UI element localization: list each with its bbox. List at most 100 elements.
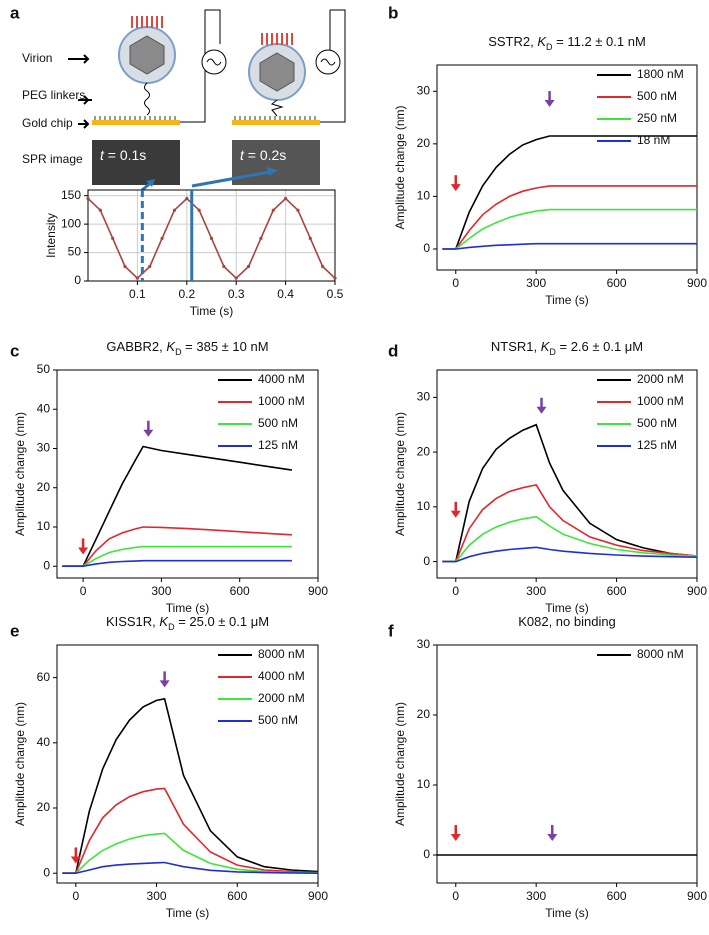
y-tick-label: 50 (68, 245, 82, 259)
series-line (62, 559, 292, 567)
series-line (442, 208, 697, 250)
legend-label: 125 nM (637, 438, 677, 452)
y-tick-label: 60 (37, 670, 51, 684)
title-part: = 385 ± 10 nM (182, 339, 269, 354)
x-tick-label: 900 (308, 584, 328, 598)
series-line (442, 515, 698, 563)
legend-label: 500 nM (637, 89, 677, 103)
x-tick-label: 0 (80, 584, 87, 598)
y-axis-label: Amplitude change (nm) (13, 412, 27, 536)
event-arrow (547, 825, 558, 841)
image-label: t = 0.1s (100, 147, 146, 163)
y-axis-label: Intensity (44, 213, 58, 258)
title-part: K (537, 34, 547, 49)
chart-title: K082, no binding (518, 614, 616, 629)
title-part: D (546, 42, 553, 52)
legend-label: 8000 nM (258, 647, 305, 661)
data-point (296, 208, 300, 212)
x-axis-label: Time (s) (166, 906, 210, 920)
event-arrow (536, 397, 547, 414)
x-tick-label: 0 (452, 584, 459, 598)
data-point (284, 196, 288, 201)
arrow-head (544, 100, 555, 108)
data-point (86, 196, 90, 201)
arrow-head (450, 510, 461, 518)
data-point (160, 236, 164, 240)
panel-label: f (388, 621, 394, 640)
y-axis-label: Amplitude change (nm) (13, 702, 27, 826)
title-part: GABBR2, (106, 339, 166, 354)
y-tick-label: 20 (37, 800, 51, 814)
x-tick-label: 0.4 (277, 287, 294, 301)
x-axis-label: Time (s) (166, 601, 210, 615)
y-tick-label: 0 (43, 865, 50, 879)
y-tick-label: 0 (423, 554, 430, 568)
linker (270, 99, 284, 117)
legend-label: 1000 nM (637, 394, 684, 408)
chart-title: NTSR1, KD = 2.6 ± 0.1 μM (491, 339, 643, 357)
title-part: SSTR2, (488, 34, 537, 49)
x-tick-label: 900 (687, 889, 707, 903)
title-part: = 25.0 ± 0.1 μM (175, 614, 269, 629)
data-point (271, 208, 275, 212)
data-point (111, 236, 115, 240)
arrow-head (450, 184, 461, 192)
event-arrow (78, 538, 89, 555)
peg-brush (94, 116, 316, 120)
title-part: D (175, 347, 182, 357)
data-point (308, 236, 312, 240)
plot-frame (56, 644, 319, 884)
arrow-head (547, 834, 558, 841)
event-arrow (143, 420, 154, 437)
event-arrow (70, 847, 81, 864)
plot-frame (436, 644, 698, 884)
capsid (259, 52, 295, 92)
data-point (197, 208, 201, 212)
legend-label: 8000 nM (637, 647, 684, 661)
series-line (62, 445, 293, 567)
y-axis-label: Amplitude change (nm) (393, 105, 407, 229)
title-part: K082, no binding (518, 614, 616, 629)
x-tick-label: 0.1 (129, 287, 146, 301)
event-arrow (450, 825, 461, 841)
panel-label: b (388, 3, 398, 22)
diagram-label: Gold chip (22, 116, 73, 130)
legend-label: 500 nM (258, 713, 298, 727)
diagram-label: Virion (22, 51, 52, 65)
x-tick-label: 300 (151, 584, 171, 598)
series-line (62, 697, 319, 874)
y-tick-label: 100 (61, 216, 81, 230)
plot-frame (436, 64, 698, 271)
data-point (259, 236, 263, 240)
x-axis-label: Time (s) (190, 304, 234, 318)
series-line (442, 135, 697, 250)
y-tick-label: 30 (417, 637, 431, 651)
x-tick-label: 0 (452, 276, 459, 290)
series-line (442, 242, 697, 250)
legend-label: 1000 nM (258, 394, 305, 408)
x-tick-label: 600 (607, 889, 627, 903)
x-tick-label: 900 (687, 276, 707, 290)
x-axis-label: Time (s) (545, 293, 589, 307)
title-part: D (168, 622, 175, 632)
data-point (123, 264, 127, 269)
plot-frame (436, 369, 698, 579)
y-tick-label: 20 (417, 444, 431, 458)
plot-frame (56, 369, 319, 579)
data-point (98, 208, 102, 212)
y-tick-label: 20 (37, 480, 51, 494)
arrow-head (536, 406, 547, 414)
legend-label: 2000 nM (258, 691, 305, 705)
series-line (442, 185, 697, 250)
arrow-head (143, 429, 154, 437)
panel-label: d (388, 341, 398, 360)
spr-image (92, 140, 180, 185)
y-tick-label: 10 (37, 519, 51, 533)
title-part: K (541, 339, 551, 354)
x-tick-label: 300 (526, 276, 546, 290)
diagram-label: PEG linkers (22, 88, 85, 102)
ac-symbol (206, 58, 222, 66)
y-tick-label: 40 (37, 401, 51, 415)
x-tick-label: 0 (452, 889, 459, 903)
